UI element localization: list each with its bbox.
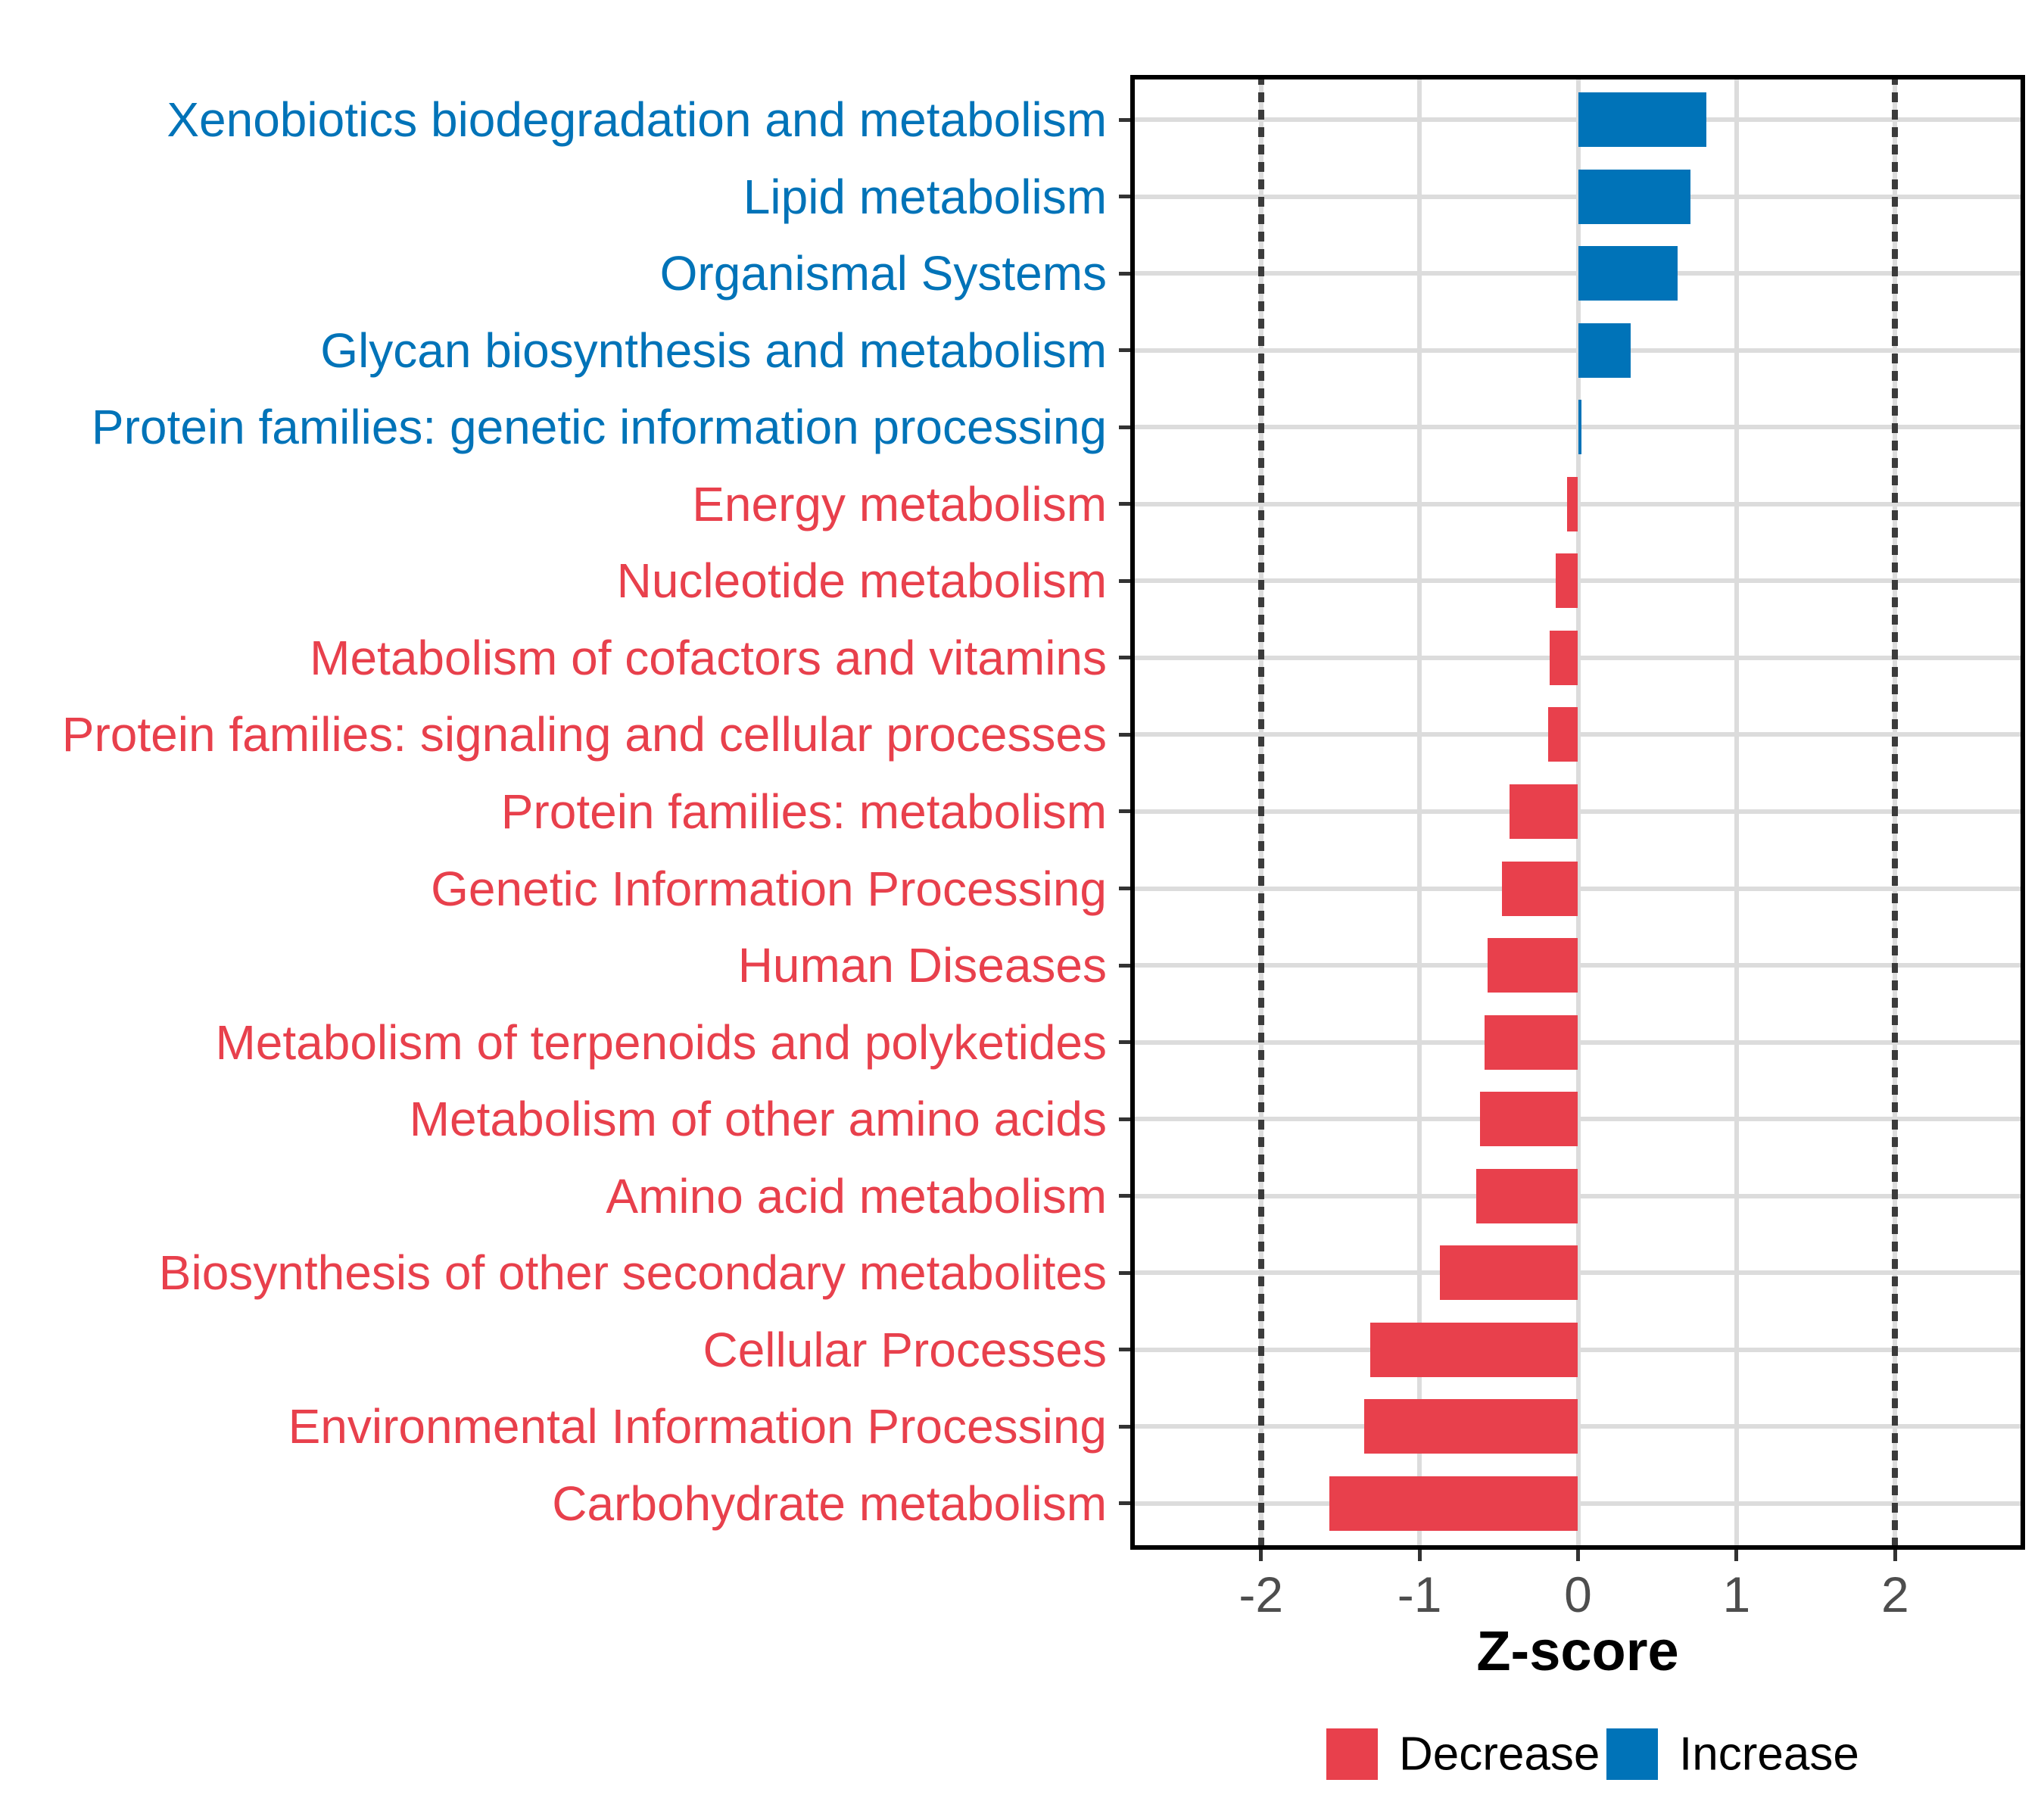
bar-decrease	[1547, 707, 1578, 762]
v-gridline	[1734, 75, 1739, 1550]
x-tick-mark	[1734, 1550, 1739, 1561]
y-tick-mark	[1119, 809, 1130, 814]
y-tick-mark	[1119, 1040, 1130, 1045]
x-tick-mark	[1259, 1550, 1263, 1561]
category-label: Metabolism of terpenoids and polyketides	[215, 1014, 1107, 1070]
bar-decrease	[1476, 1168, 1578, 1223]
y-tick-mark	[1119, 117, 1130, 122]
bar-increase	[1578, 169, 1691, 224]
category-label: Glycan biosynthesis and metabolism	[320, 323, 1107, 378]
bar-increase	[1578, 246, 1678, 301]
v-gridline	[1417, 75, 1422, 1550]
category-label: Lipid metabolism	[743, 169, 1107, 224]
x-tick-mark	[1893, 1550, 1897, 1561]
y-tick-mark	[1119, 1501, 1130, 1506]
y-tick-mark	[1119, 1348, 1130, 1352]
category-label: Metabolism of other amino acids	[409, 1092, 1107, 1147]
x-tick-label: 0	[1564, 1566, 1592, 1622]
y-tick-mark	[1119, 348, 1130, 353]
bar-decrease	[1484, 1014, 1578, 1070]
bar-decrease	[1566, 476, 1578, 531]
category-label: Organismal Systems	[659, 246, 1107, 301]
y-tick-mark	[1119, 732, 1130, 737]
bar-decrease	[1370, 1322, 1578, 1377]
y-tick-mark	[1119, 963, 1130, 968]
x-axis-title: Z-score	[1476, 1619, 1679, 1682]
x-tick-label: -2	[1239, 1566, 1284, 1622]
reference-line-dotted	[1257, 75, 1264, 1550]
y-tick-mark	[1119, 1117, 1130, 1121]
bar-decrease	[1510, 784, 1578, 839]
legend-swatch-increase	[1606, 1728, 1658, 1780]
category-label: Xenobiotics biodegradation and metabolis…	[167, 92, 1107, 147]
category-label: Environmental Information Processing	[288, 1399, 1107, 1454]
category-label: Energy metabolism	[692, 476, 1107, 531]
bar-decrease	[1363, 1399, 1578, 1454]
x-tick-mark	[1576, 1550, 1580, 1561]
y-tick-mark	[1119, 1270, 1130, 1275]
x-tick-label: 1	[1722, 1566, 1751, 1622]
category-label: Genetic Information Processing	[431, 861, 1107, 916]
category-label: Protein families: metabolism	[500, 784, 1107, 839]
y-tick-mark	[1119, 656, 1130, 660]
bar-decrease	[1440, 1245, 1578, 1301]
category-label: Protein families: genetic information pr…	[91, 400, 1107, 455]
category-label: Biosynthesis of other secondary metaboli…	[158, 1245, 1107, 1301]
bar-decrease	[1479, 1092, 1578, 1147]
legend-label-decrease: Decrease	[1399, 1728, 1600, 1781]
bar-decrease	[1329, 1476, 1578, 1531]
legend-swatch-decrease	[1326, 1728, 1378, 1780]
category-label: Carbohydrate metabolism	[552, 1476, 1107, 1531]
y-tick-mark	[1119, 1424, 1130, 1429]
bar-increase	[1578, 323, 1631, 378]
bar-decrease	[1549, 630, 1578, 685]
category-label: Amino acid metabolism	[606, 1168, 1107, 1223]
x-tick-label: -1	[1397, 1566, 1442, 1622]
bar-increase	[1578, 400, 1581, 455]
y-tick-mark	[1119, 195, 1130, 199]
category-label: Cellular Processes	[703, 1322, 1107, 1377]
y-tick-mark	[1119, 425, 1130, 429]
y-tick-mark	[1119, 271, 1130, 276]
y-tick-mark	[1119, 502, 1130, 506]
bar-decrease	[1556, 553, 1578, 609]
y-tick-mark	[1119, 578, 1130, 583]
bar-increase	[1578, 92, 1707, 147]
bar-decrease	[1501, 861, 1578, 916]
y-tick-mark	[1119, 1194, 1130, 1198]
y-tick-mark	[1119, 887, 1130, 890]
reference-line-dotted	[1892, 75, 1899, 1550]
legend-label-increase: Increase	[1679, 1728, 1859, 1781]
category-label: Metabolism of cofactors and vitamins	[310, 630, 1107, 685]
x-tick-label: 2	[1880, 1566, 1909, 1622]
v-gridline	[1575, 75, 1581, 1550]
bar-decrease	[1488, 938, 1578, 993]
x-tick-mark	[1417, 1550, 1422, 1561]
category-label: Human Diseases	[737, 938, 1107, 993]
category-label: Nucleotide metabolism	[616, 553, 1107, 609]
category-label: Protein families: signaling and cellular…	[61, 707, 1107, 762]
